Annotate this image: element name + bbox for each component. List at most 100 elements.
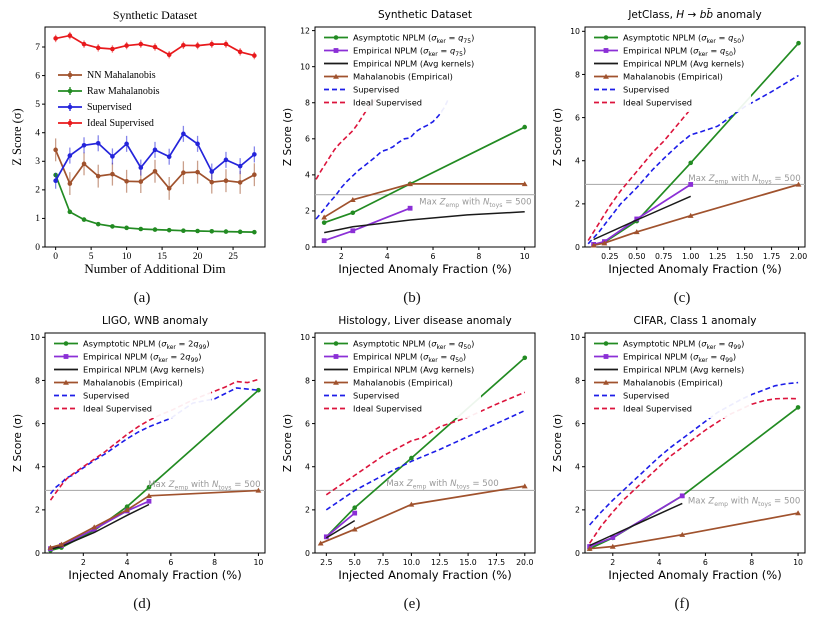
legend-item-asymptotic-nplm: Asymptotic NPLM (σker = q50) xyxy=(324,339,474,351)
legend-label-avg-kernels: Empirical NPLM (Avg kernels) xyxy=(353,365,474,375)
series-mahalanobis-line xyxy=(593,183,799,247)
panel-b-ylabel: Z Score (σ) xyxy=(282,108,294,166)
panel-d-title: LIGO, WNB anomaly xyxy=(102,315,208,327)
max-zemp-annotation: Max Zemp with Ntoys = 500 xyxy=(148,480,260,491)
subfigure-caption-c: (c) xyxy=(673,290,691,306)
y-tick-label: 6 xyxy=(305,135,310,144)
y-tick-label: 2 xyxy=(35,186,40,196)
panel-a: Synthetic Dataset 0 5 10 15 20 25 0 1 2 3 4 5 6 7 Numbe… xyxy=(11,5,273,311)
y-tick-label: 4 xyxy=(575,463,580,472)
subfigure-caption-f: (f) xyxy=(674,596,690,612)
max-zemp-annotation: Max Zemp with Ntoys = 500 xyxy=(386,479,498,490)
panel-c-ylabel: Z Score (σ) xyxy=(552,108,564,166)
x-tick-label: 6 xyxy=(703,558,708,567)
legend-item-raw-mahalanobis: Raw Mahalanobis xyxy=(58,86,160,97)
y-tick-label: 10 xyxy=(30,333,40,342)
legend-item-avg-kernels: Empirical NPLM (Avg kernels) xyxy=(324,59,474,69)
legend-label-avg-kernels: Empirical NPLM (Avg kernels) xyxy=(623,365,744,375)
x-tick-label: 0.25 xyxy=(601,252,618,261)
x-tick-label: 10.0 xyxy=(403,558,420,567)
legend-item-asymptotic-nplm: Asymptotic NPLM (σker = q99) xyxy=(594,339,744,351)
y-tick-label: 8 xyxy=(575,70,580,79)
x-tick-label: 8 xyxy=(212,558,217,567)
legend-label-mahalanobis: Mahalanobis (Empirical) xyxy=(623,72,723,82)
legend-item-avg-kernels: Empirical NPLM (Avg kernels) xyxy=(324,365,474,375)
x-tick-label: 15 xyxy=(157,252,167,262)
panel-e: Histology, Liver disease anomaly 2.5 5.0 7.… xyxy=(281,311,543,617)
panel-d-chart: LIGO, WNB anomaly 2 4 6 8 10 0 2 4 6 8 10 Injected A… xyxy=(12,315,266,582)
x-tick-label: 6 xyxy=(168,558,173,567)
x-tick-label: 1.00 xyxy=(682,252,699,261)
x-tick-label: 0.75 xyxy=(655,252,672,261)
legend-label-raw-mahalanobis: Raw Mahalanobis xyxy=(87,86,160,97)
legend-label-ideal-supervised: Ideal Supervised xyxy=(353,98,422,108)
legend-label-supervised: Supervised xyxy=(87,102,131,113)
series-empirical-nplm-line xyxy=(325,512,356,538)
y-tick-label: 4 xyxy=(35,129,40,139)
legend-label-empirical-nplm: Empirical NPLM (σker = q50) xyxy=(353,352,466,364)
subfigure-caption-d: (d) xyxy=(133,596,151,612)
legend-item-supervised: Supervised xyxy=(58,102,131,113)
y-tick-label: 4 xyxy=(35,463,40,472)
panel-e-title: Histology, Liver disease anomaly xyxy=(338,315,511,327)
y-tick-label: 2 xyxy=(305,207,310,216)
series-avg-kernels-line xyxy=(593,195,692,241)
panel-a-ylabel: Z Score (σ) xyxy=(11,108,24,165)
y-tick-label: 7 xyxy=(35,43,40,53)
panel-c: JetClass, H → bb̄ anomaly 0.25 0.50 0.75 1.0… xyxy=(551,5,813,311)
series-avg-kernels-line xyxy=(589,502,683,547)
panel-f: CIFAR, Class 1 anomaly 2 4 6 8 10 0 2 4 6 8 10 Injec… xyxy=(551,311,813,617)
legend-label-asymptotic-nplm: Asymptotic NPLM (σker = q75) xyxy=(353,33,474,45)
panel-e-ylabel: Z Score (σ) xyxy=(282,414,294,472)
y-tick-label: 0 xyxy=(35,243,40,253)
legend-label-avg-kernels: Empirical NPLM (Avg kernels) xyxy=(83,365,204,375)
series-ideal-supervised-line xyxy=(49,378,259,501)
x-tick-label: 5.0 xyxy=(348,558,360,567)
legend-item-supervised: Supervised xyxy=(594,85,669,95)
x-tick-label: 20 xyxy=(193,252,203,262)
panel-d-ylabel: Z Score (σ) xyxy=(12,414,24,472)
legend-item-mahalanobis: Mahalanobis (Empirical) xyxy=(54,378,183,388)
max-zemp-annotation: Max Zemp with Ntoys = 500 xyxy=(688,174,800,185)
legend-item-supervised: Supervised xyxy=(594,391,669,401)
x-tick-label: 20.0 xyxy=(516,558,533,567)
legend-label-empirical-nplm: Empirical NPLM (σker = q50) xyxy=(623,46,736,58)
y-tick-label: 6 xyxy=(305,419,310,428)
y-tick-label: 0 xyxy=(575,243,580,252)
x-tick-label: 2 xyxy=(81,558,86,567)
x-tick-label: 6 xyxy=(431,252,436,261)
y-tick-label: 2 xyxy=(575,506,580,515)
legend-item-empirical-nplm: Empirical NPLM (σker = q50) xyxy=(594,46,736,58)
legend-item-mahalanobis: Mahalanobis (Empirical) xyxy=(594,378,723,388)
y-tick-label: 0 xyxy=(305,549,310,558)
y-tick-label: 3 xyxy=(35,157,40,167)
legend-label-supervised: Supervised xyxy=(353,391,399,401)
series-raw-mahalanobis-line xyxy=(54,174,255,233)
legend-label-empirical-nplm: Empirical NPLM (σker = q99) xyxy=(623,352,736,364)
y-tick-label: 6 xyxy=(575,419,580,428)
x-tick-label: 10 xyxy=(253,558,263,567)
legend-label-supervised: Supervised xyxy=(353,85,399,95)
series-ideal-supervised-line xyxy=(588,397,799,544)
y-tick-label: 1 xyxy=(35,214,40,224)
panel-e-chart: Histology, Liver disease anomaly 2.5 5.0 7.… xyxy=(282,315,536,582)
legend-label-avg-kernels: Empirical NPLM (Avg kernels) xyxy=(623,59,744,69)
x-tick-label: 25 xyxy=(228,252,238,262)
legend-item-empirical-nplm: Empirical NPLM (σker = 2q99) xyxy=(54,352,201,364)
legend-label-mahalanobis: Mahalanobis (Empirical) xyxy=(83,378,183,388)
legend-item-empirical-nplm: Empirical NPLM (σker = q50) xyxy=(324,352,466,364)
legend-item-avg-kernels: Empirical NPLM (Avg kernels) xyxy=(594,59,744,69)
x-tick-label: 4 xyxy=(125,558,130,567)
series-ideal-supervised-line xyxy=(587,108,692,241)
legend-item-supervised: Supervised xyxy=(54,391,129,401)
y-tick-label: 8 xyxy=(305,99,310,108)
legend-label-asymptotic-nplm: Asymptotic NPLM (σker = q99) xyxy=(623,339,744,351)
x-tick-label: 15.0 xyxy=(459,558,476,567)
panel-f-title: CIFAR, Class 1 anomaly xyxy=(634,315,757,327)
series-asymptotic-nplm-line xyxy=(323,126,526,224)
panel-a-chart: Synthetic Dataset 0 5 10 15 20 25 0 1 2 3 4 5 6 7 Numbe… xyxy=(11,8,266,276)
x-tick-label: 8 xyxy=(476,252,481,261)
legend-label-asymptotic-nplm: Asymptotic NPLM (σker = q50) xyxy=(353,339,474,351)
x-tick-label: 2.00 xyxy=(790,252,807,261)
